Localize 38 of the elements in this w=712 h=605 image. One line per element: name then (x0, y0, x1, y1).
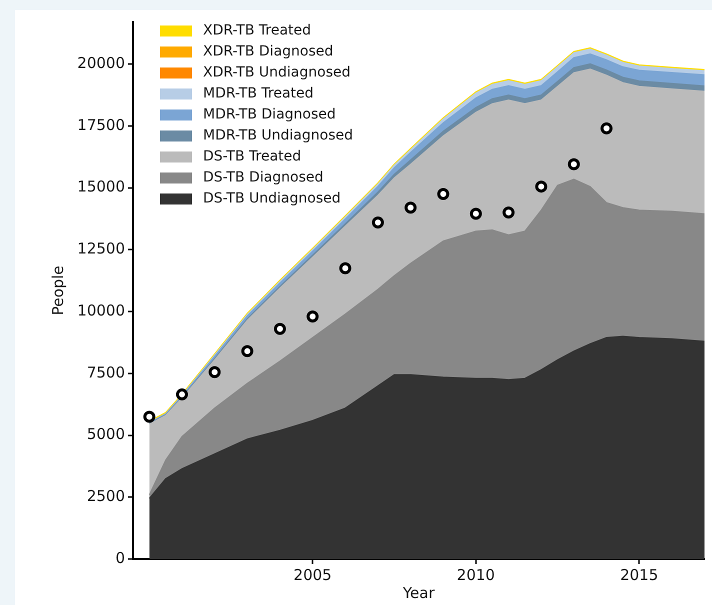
legend-label: MDR-TB Diagnosed (203, 106, 336, 123)
point (372, 216, 384, 228)
point (568, 158, 580, 170)
y-tick-label: 20000 (77, 54, 125, 72)
legend-label: DS-TB Undiagnosed (203, 190, 341, 207)
point (502, 206, 515, 219)
y-tick-label: 17500 (77, 116, 125, 134)
point (437, 188, 450, 200)
legend-label: XDR-TB Diagnosed (203, 44, 334, 60)
x-tick-label: 2015 (620, 566, 658, 584)
y-tick-label: 7500 (86, 363, 125, 382)
legend-label: MDR-TB Undiagnosed (203, 128, 353, 144)
legend-label: XDR-TB Undiagnosed (203, 64, 350, 81)
y-tick-label: 15000 (77, 178, 125, 196)
point (274, 322, 286, 335)
y-tick-label: 2500 (86, 487, 125, 506)
point (600, 122, 613, 134)
point (176, 388, 188, 400)
legend-label: DS-TB Treated (203, 148, 302, 165)
x-tick-label: 2010 (456, 566, 495, 584)
legend-label: MDR-TB Treated (203, 86, 314, 102)
y-tick-label: 10000 (77, 301, 125, 320)
point (306, 310, 319, 322)
point (404, 202, 417, 214)
legend-label: DS-TB Diagnosed (203, 170, 324, 186)
point (241, 345, 254, 358)
y-tick-label: 5000 (86, 425, 125, 444)
legend-label: XDR-TB Treated (203, 22, 312, 39)
y-tick-label: 0 (115, 548, 125, 567)
x-axis-title: Year (402, 584, 436, 602)
point (208, 366, 221, 378)
point (470, 208, 482, 220)
point (535, 180, 548, 193)
point (339, 262, 352, 274)
y-tick-label: 12500 (77, 240, 125, 258)
x-tick-label: 2005 (294, 566, 332, 584)
point (143, 410, 156, 423)
y-axis-title: People (48, 266, 67, 316)
